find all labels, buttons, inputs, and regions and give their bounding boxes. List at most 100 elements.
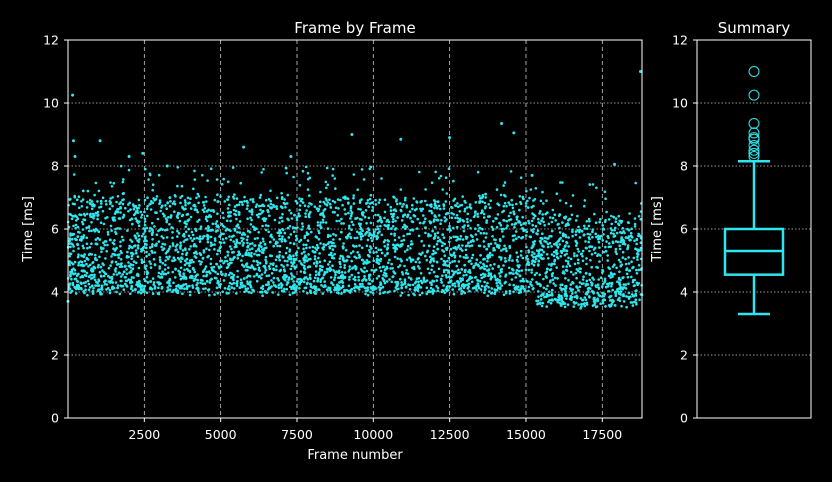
scatter-point [458, 254, 462, 258]
scatter-point [633, 217, 637, 220]
scatter-point [564, 201, 568, 205]
scatter-point [232, 240, 235, 243]
scatter-point [559, 286, 562, 290]
scatter-point [258, 196, 262, 199]
scatter-point [411, 207, 414, 211]
scatter-point [202, 250, 206, 254]
scatter-point [96, 200, 99, 203]
scatter-point [407, 293, 410, 297]
scatter-point [282, 265, 285, 268]
scatter-point [91, 276, 94, 280]
summary-chart-title: Summary [718, 19, 791, 37]
scatter-point [540, 253, 543, 256]
scatter-point [186, 196, 190, 200]
scatter-point [541, 217, 544, 220]
scatter-point [98, 270, 102, 274]
scatter-point [383, 198, 387, 202]
scatter-point [249, 223, 253, 226]
scatter-point [466, 283, 470, 286]
scatter-point [304, 286, 308, 290]
scatter-point [575, 296, 579, 300]
scatter-point [96, 236, 100, 240]
scatter-point [396, 202, 399, 206]
scatter-point [106, 230, 110, 234]
scatter-point [97, 263, 100, 267]
scatter-point [237, 226, 241, 229]
scatter-point [576, 258, 580, 262]
scatter-point [607, 289, 611, 293]
scatter-point [349, 214, 353, 218]
scatter-point [519, 254, 523, 257]
scatter-point [196, 210, 199, 214]
scatter-point [149, 208, 153, 211]
scatter-point [389, 267, 392, 270]
scatter-point [321, 265, 324, 269]
scatter-point [298, 204, 302, 207]
scatter-point [84, 281, 87, 284]
scatter-point [524, 205, 528, 208]
scatter-point [168, 255, 171, 258]
scatter-point [377, 201, 381, 204]
scatter-point [614, 220, 618, 223]
scatter-point [368, 282, 372, 286]
scatter-point [424, 231, 427, 235]
scatter-point [73, 285, 76, 289]
scatter-point [76, 235, 80, 238]
scatter-point [135, 273, 139, 277]
scatter-point [359, 233, 362, 236]
scatter-point [586, 283, 590, 286]
scatter-point [466, 287, 470, 290]
scatter-point [298, 286, 301, 290]
scatter-point [431, 252, 434, 256]
scatter-point [569, 287, 572, 290]
scatter-point [131, 222, 134, 226]
scatter-point [206, 240, 210, 244]
scatter-point [524, 234, 528, 237]
scatter-point [301, 201, 305, 204]
scatter-point [482, 231, 486, 235]
scatter-point [307, 224, 311, 228]
scatter-point [457, 281, 461, 285]
scatter-point [448, 240, 451, 244]
scatter-point [121, 238, 125, 242]
scatter-point [207, 225, 210, 228]
scatter-point [127, 203, 130, 206]
scatter-point [542, 250, 545, 254]
scatter-point [403, 223, 406, 227]
scatter-point [350, 220, 354, 224]
scatter-point [626, 221, 630, 224]
scatter-point [322, 209, 326, 212]
scatter-point [479, 227, 482, 230]
scatter-point [405, 269, 409, 272]
scatter-point [399, 188, 403, 191]
scatter-point [470, 280, 474, 284]
scatter-point [235, 197, 239, 200]
scatter-point [340, 292, 343, 295]
scatter-point [81, 274, 84, 278]
scatter-point [267, 224, 270, 228]
scatter-point [352, 196, 355, 200]
scatter-point [474, 227, 477, 230]
scatter-point [322, 245, 326, 249]
scatter-point [604, 305, 607, 308]
scatter-point [201, 282, 205, 286]
scatter-point [316, 246, 320, 249]
scatter-point [137, 234, 141, 238]
scatter-point [120, 265, 124, 268]
scatter-point [590, 266, 593, 269]
scatter-point [608, 295, 612, 299]
scatter-point [545, 253, 549, 256]
scatter-point [367, 273, 371, 277]
scatter-point [127, 278, 130, 281]
scatter-point [442, 284, 445, 287]
scatter-point [92, 265, 96, 269]
scatter-point [124, 279, 128, 283]
scatter-point [601, 268, 604, 272]
scatter-point [632, 256, 636, 260]
scatter-point [362, 278, 365, 282]
scatter-point [448, 285, 452, 288]
scatter-point [447, 212, 450, 215]
scatter-point [550, 253, 554, 256]
scatter-point [198, 235, 202, 238]
scatter-point [530, 268, 533, 272]
